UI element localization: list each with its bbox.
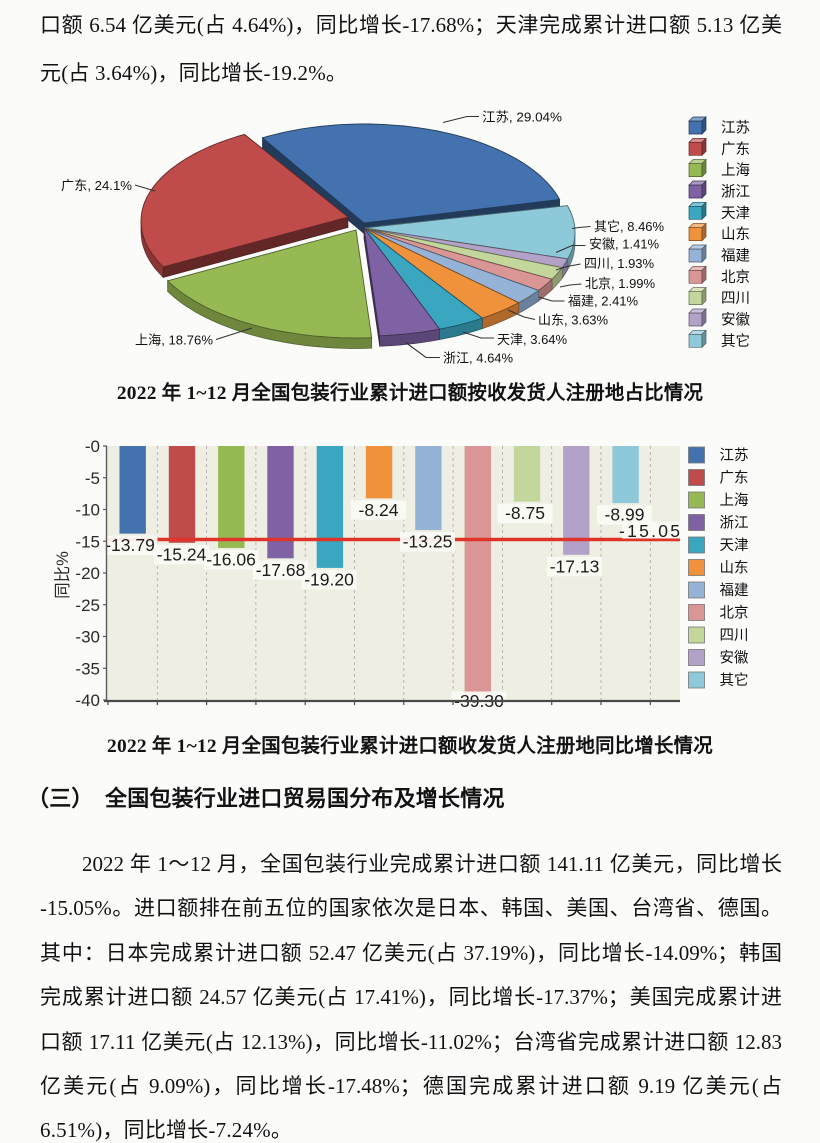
svg-text:-17.68: -17.68 <box>256 560 306 580</box>
svg-text:-30: -30 <box>75 628 100 647</box>
svg-text:浙江: 浙江 <box>720 515 749 532</box>
svg-text:同比%: 同比% <box>53 551 72 599</box>
svg-text:-16.06: -16.06 <box>206 550 256 570</box>
svg-text:-20: -20 <box>75 564 100 583</box>
svg-text:广东, 24.1%: 广东, 24.1% <box>61 178 132 193</box>
svg-text:-15: -15 <box>75 532 100 551</box>
svg-text:江苏: 江苏 <box>721 120 750 137</box>
svg-text:安徽: 安徽 <box>720 650 749 667</box>
svg-text:-8.99: -8.99 <box>605 505 645 525</box>
svg-text:上海: 上海 <box>720 492 749 509</box>
svg-text:四川, 1.93%: 四川, 1.93% <box>584 256 655 271</box>
svg-text:安徽, 1.41%: 安徽, 1.41% <box>589 237 660 252</box>
svg-text:-8.75: -8.75 <box>505 503 545 523</box>
svg-text:福建, 2.41%: 福建, 2.41% <box>568 294 639 309</box>
svg-text:-17.13: -17.13 <box>550 556 600 576</box>
svg-text:其它: 其它 <box>720 671 749 689</box>
svg-text:-13.25: -13.25 <box>403 532 453 552</box>
svg-text:北京, 1.99%: 北京, 1.99% <box>585 276 656 291</box>
svg-text:其它: 其它 <box>721 332 750 350</box>
svg-text:江苏: 江苏 <box>720 447 749 464</box>
svg-text:上海, 18.76%: 上海, 18.76% <box>135 333 213 348</box>
svg-text:-8.24: -8.24 <box>359 500 399 520</box>
svg-text:-10: -10 <box>75 501 100 520</box>
svg-text:江苏, 29.04%: 江苏, 29.04% <box>482 110 562 125</box>
svg-text:上海: 上海 <box>721 162 750 179</box>
svg-text:-35: -35 <box>75 659 100 678</box>
svg-text:-19.20: -19.20 <box>304 569 354 589</box>
svg-text:广东: 广东 <box>720 470 749 487</box>
svg-text:山东: 山东 <box>721 226 750 243</box>
svg-text:-25: -25 <box>75 596 100 615</box>
svg-text:广东: 广东 <box>721 141 750 158</box>
svg-text:天津, 3.64%: 天津, 3.64% <box>497 332 568 347</box>
svg-text:天津: 天津 <box>720 537 749 554</box>
svg-text:安徽: 安徽 <box>721 311 750 328</box>
svg-text:-13.79: -13.79 <box>105 535 155 555</box>
svg-text:福建: 福建 <box>721 247 750 264</box>
svg-text:浙江: 浙江 <box>721 183 750 200</box>
svg-text:四川: 四川 <box>721 291 750 307</box>
svg-text:山东: 山东 <box>720 560 749 577</box>
svg-text:-5: -5 <box>85 469 100 488</box>
svg-text:-40: -40 <box>75 691 100 710</box>
svg-text:北京: 北京 <box>720 605 749 622</box>
svg-text:浙江, 4.64%: 浙江, 4.64% <box>443 351 514 366</box>
svg-text:山东, 3.63%: 山东, 3.63% <box>538 313 609 328</box>
svg-text:四川: 四川 <box>720 628 749 644</box>
svg-text:天津: 天津 <box>721 205 750 222</box>
svg-text:-15.24: -15.24 <box>157 544 207 564</box>
svg-text:北京: 北京 <box>721 269 750 286</box>
svg-text:福建: 福建 <box>720 582 749 599</box>
svg-text:-0: -0 <box>85 437 100 456</box>
svg-text:其它, 8.46%: 其它, 8.46% <box>594 219 665 234</box>
